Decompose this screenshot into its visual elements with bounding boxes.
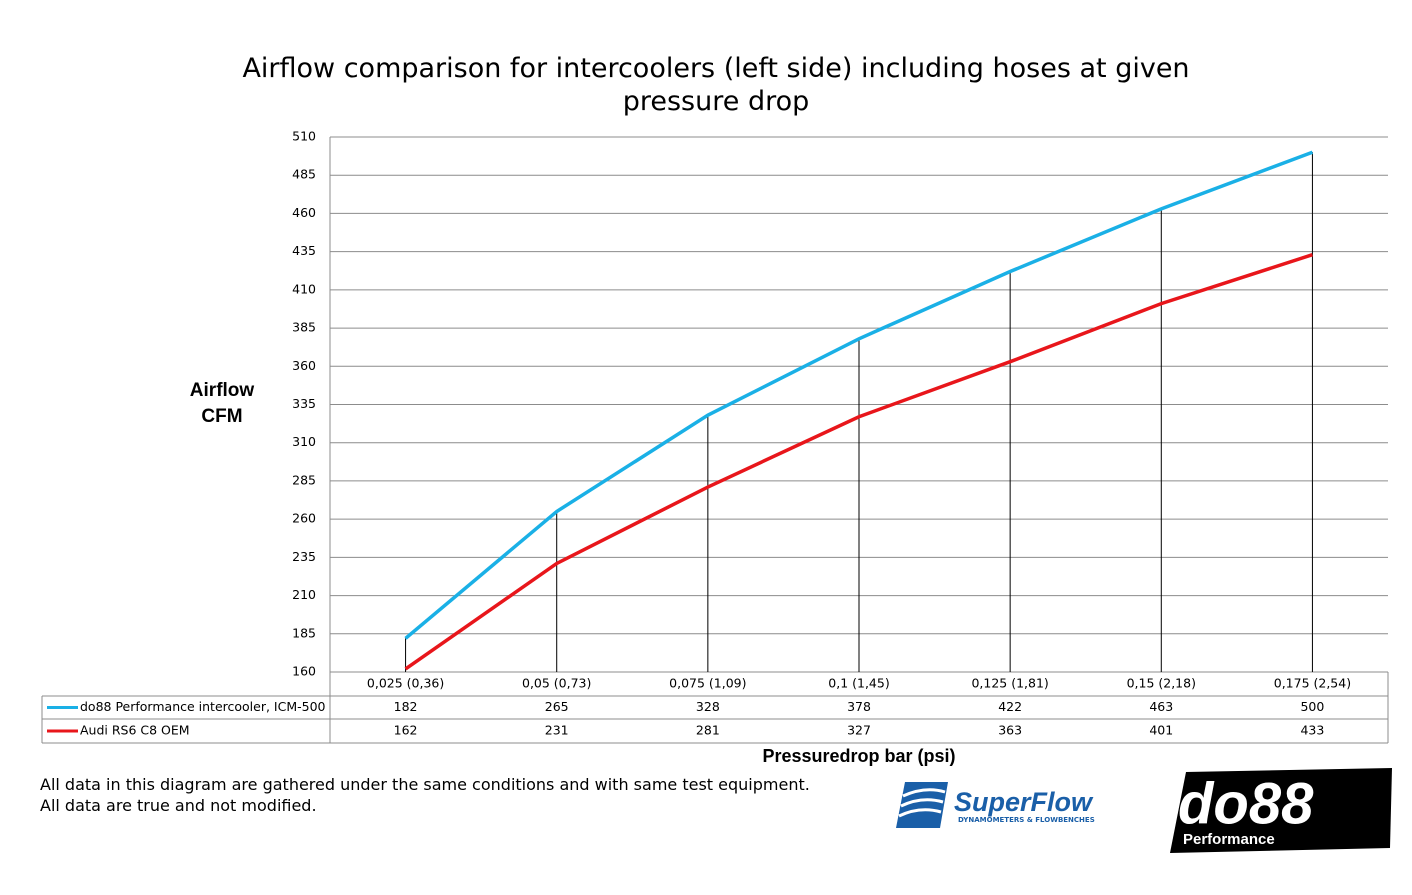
- table-value: 422: [998, 699, 1022, 714]
- x-tick-label: 0,05 (0,73): [522, 676, 591, 691]
- y-tick-label: 410: [292, 281, 316, 296]
- superflow-logo: SuperFlow DYNAMOMETERS & FLOWBENCHES: [896, 782, 1095, 828]
- y-tick-label: 160: [292, 664, 316, 679]
- table-value: 363: [998, 723, 1022, 738]
- series-line: [404, 253, 1313, 671]
- table-value: 182: [394, 699, 418, 714]
- chart-title: Airflow comparison for intercoolers (lef…: [242, 53, 1190, 117]
- x-tick-label: 0,1 (1,45): [828, 676, 889, 691]
- y-tick-label: 260: [292, 511, 316, 526]
- y-tick-label: 185: [292, 625, 316, 640]
- x-tick-label: 0,15 (2,18): [1127, 676, 1196, 691]
- x-tick-label: 0,175 (2,54): [1274, 676, 1351, 691]
- table-value: 500: [1300, 699, 1324, 714]
- y-tick-label: 485: [292, 167, 316, 182]
- y-tick-label: 335: [292, 396, 316, 411]
- x-axis-label: Pressuredrop bar (psi): [762, 746, 956, 766]
- do88-logo: do88 Performance: [1170, 768, 1392, 853]
- table-value: 231: [545, 723, 569, 738]
- legend-label: do88 Performance intercooler, ICM-500: [80, 699, 326, 714]
- logo-text: SuperFlow: [954, 787, 1094, 817]
- y-tick-label: 310: [292, 434, 316, 449]
- logo-text: do88: [1178, 771, 1314, 836]
- x-tick-label: 0,125 (1,81): [971, 676, 1048, 691]
- table-value: 401: [1149, 723, 1173, 738]
- table-value: 162: [394, 723, 418, 738]
- y-tick-label: 435: [292, 243, 316, 258]
- series-line: [404, 150, 1314, 640]
- y-tick-label: 385: [292, 320, 316, 335]
- x-tick-label: 0,075 (1,09): [669, 676, 746, 691]
- y-tick-label: 510: [292, 129, 316, 144]
- y-tick-label: 285: [292, 472, 316, 487]
- table-value: 281: [696, 723, 720, 738]
- note: All data are true and not modified.: [40, 796, 317, 815]
- table-value: 463: [1149, 699, 1173, 714]
- logo-tagline: Performance: [1183, 831, 1275, 848]
- note: All data in this diagram are gathered un…: [40, 775, 810, 794]
- legend-label: Audi RS6 C8 OEM: [80, 723, 190, 738]
- table-value: 378: [847, 699, 871, 714]
- y-tick-label: 360: [292, 358, 316, 373]
- y-tick-label: 460: [292, 205, 316, 220]
- logo-tagline: DYNAMOMETERS & FLOWBENCHES: [958, 816, 1095, 824]
- x-tick-label: 0,025 (0,36): [367, 676, 444, 691]
- table-value: 265: [545, 699, 569, 714]
- table-value: 327: [847, 723, 871, 738]
- y-axis-label: Airflow CFM: [189, 380, 255, 427]
- table-value: 433: [1300, 723, 1324, 738]
- y-tick-label: 210: [292, 587, 316, 602]
- y-tick-label: 235: [292, 549, 316, 564]
- table-value: 328: [696, 699, 720, 714]
